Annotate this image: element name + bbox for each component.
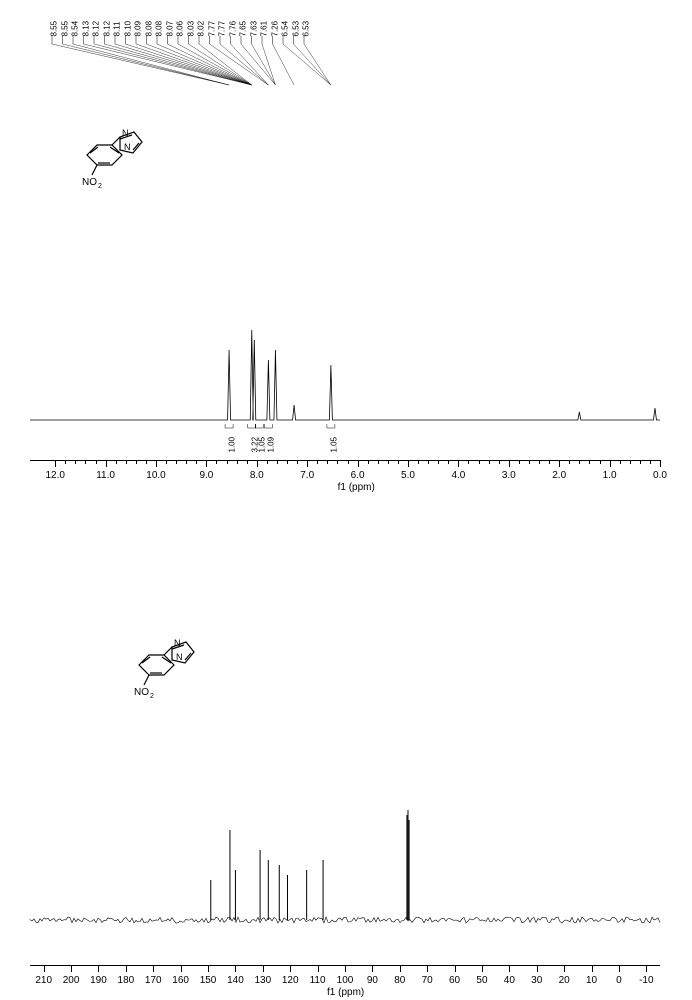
peak-ppm-label: 8.11 [113, 22, 122, 37]
axis-tick-label: 110 [310, 975, 326, 986]
axis-tick-label: 160 [172, 975, 189, 986]
axis-tick-label: 50 [476, 975, 487, 986]
axis-tick-label: 5.0 [401, 470, 415, 481]
proton-nmr-spectrum [0, 0, 692, 480]
axis-tick-label: 20 [559, 975, 570, 986]
axis-tick-label: 170 [145, 975, 162, 986]
peak-ppm-label: 7.61 [260, 21, 269, 37]
integral-value: 1.09 [267, 437, 276, 453]
svg-text:NO: NO [82, 177, 97, 188]
axis-tick-label: 40 [504, 975, 515, 986]
axis-tick-label: 6.0 [351, 470, 365, 481]
svg-text:N: N [122, 128, 129, 138]
axis-tick-label: 10.0 [146, 470, 165, 481]
axis-tick-label: 200 [63, 975, 80, 986]
peak-ppm-label: 8.07 [165, 21, 174, 37]
peak-ppm-label: 8.06 [176, 21, 185, 37]
axis-tick-label: 8.0 [250, 470, 264, 481]
peak-ppm-label: 8.13 [81, 21, 90, 37]
svg-text:2: 2 [98, 183, 102, 190]
axis-tick-label: 180 [118, 975, 135, 986]
axis-tick-label: 11.0 [96, 470, 115, 481]
peak-ppm-label: 8.12 [92, 21, 101, 37]
peak-ppm-label: 8.55 [50, 21, 59, 37]
axis-tick-label: 2.0 [552, 470, 566, 481]
peak-ppm-label: 8.54 [71, 21, 80, 37]
axis-tick-label: 60 [449, 975, 460, 986]
peak-ppm-label: 8.55 [60, 21, 69, 37]
axis-tick-label: 1.0 [603, 470, 617, 481]
peak-ppm-label: 7.65 [239, 21, 248, 37]
axis-tick-label: 80 [394, 975, 405, 986]
axis-tick-label: 120 [282, 975, 299, 986]
peak-ppm-label: 7.77 [218, 21, 227, 37]
molecule-structure-1: N N NO 2 [62, 110, 152, 200]
axis-tick-label: 7.0 [300, 470, 314, 481]
x-axis-label: f1 (ppm) [327, 987, 364, 998]
svg-text:N: N [174, 638, 181, 648]
axis-tick-label: 0 [616, 975, 622, 986]
axis-tick-label: 30 [531, 975, 542, 986]
axis-tick-label: 12.0 [45, 470, 64, 481]
peak-ppm-label: 8.08 [144, 21, 153, 37]
peak-ppm-label: 8.09 [134, 21, 143, 37]
peak-ppm-label: 8.03 [186, 21, 195, 37]
svg-text:N: N [124, 142, 131, 152]
peak-ppm-label: 7.63 [249, 21, 258, 37]
peak-ppm-label: 8.12 [102, 21, 111, 37]
axis-tick-label: 3.0 [502, 470, 516, 481]
integral-value: 1.05 [329, 437, 338, 453]
integral-value: 1.00 [228, 437, 237, 453]
peak-ppm-label: 8.08 [155, 21, 164, 37]
axis-tick-label: 9.0 [199, 470, 213, 481]
peak-ppm-label: 8.10 [123, 21, 132, 37]
axis-tick-label: 100 [337, 975, 354, 986]
axis-tick-label: 190 [90, 975, 107, 986]
axis-tick-label: 150 [200, 975, 217, 986]
peak-ppm-label: 7.26 [270, 21, 279, 37]
axis-tick-label: -10 [639, 975, 653, 986]
peak-ppm-label: 6.53 [291, 21, 300, 37]
x-axis-label: f1 (ppm) [338, 482, 375, 493]
svg-text:N: N [176, 652, 183, 662]
axis-tick-label: 0.0 [653, 470, 667, 481]
svg-text:2: 2 [150, 693, 154, 700]
svg-text:NO: NO [134, 687, 149, 698]
molecule-structure-2: N N NO 2 [114, 620, 204, 710]
axis-tick-label: 140 [227, 975, 244, 986]
axis-tick-label: 90 [367, 975, 378, 986]
axis-tick-label: 130 [254, 975, 271, 986]
peak-ppm-label: 7.76 [228, 21, 237, 37]
axis-tick-label: 210 [35, 975, 52, 986]
peak-ppm-label: 7.77 [207, 21, 216, 37]
integral-value: 1.05 [258, 437, 267, 453]
peak-ppm-label: 8.02 [197, 21, 206, 37]
peak-ppm-label: 6.54 [281, 21, 290, 37]
axis-tick-label: 70 [422, 975, 433, 986]
axis-tick-label: 10 [586, 975, 597, 986]
axis-tick-label: 4.0 [451, 470, 465, 481]
peak-ppm-label: 6.53 [302, 21, 311, 37]
